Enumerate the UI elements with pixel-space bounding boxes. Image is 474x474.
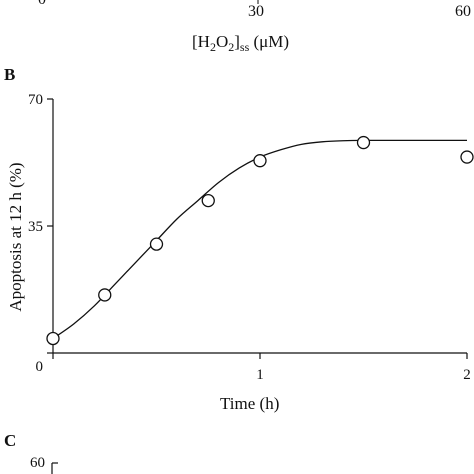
top-x-tick-30: 30 bbox=[248, 3, 264, 20]
data-point-5 bbox=[356, 135, 371, 150]
x-axis-label: Time (h) bbox=[220, 394, 280, 413]
top-x-axis-label: [H2O2]ss (μM) bbox=[192, 32, 290, 54]
bottom-panel-y-tick-60: 60 bbox=[30, 455, 45, 471]
y-tick-label-35: 35 bbox=[28, 219, 43, 235]
panel-label-b: B bbox=[4, 65, 16, 84]
y-tick-label-70: 70 bbox=[28, 92, 43, 108]
panel-label-c: C bbox=[4, 431, 17, 450]
data-point-3 bbox=[201, 193, 215, 208]
top-x-tick-0: 0 bbox=[38, 0, 46, 8]
fit-curve-line bbox=[52, 139, 467, 340]
data-point-2 bbox=[149, 237, 164, 251]
y-tick-label-0: 0 bbox=[36, 359, 44, 375]
data-point-4 bbox=[253, 154, 267, 168]
x-tick-label-2: 2 bbox=[463, 367, 471, 383]
data-point-6 bbox=[460, 150, 474, 164]
data-point-1 bbox=[98, 288, 112, 302]
data-point-0 bbox=[46, 331, 60, 346]
top-x-tick-60: 60 bbox=[455, 3, 471, 20]
x-tick-label-1: 1 bbox=[256, 367, 264, 383]
